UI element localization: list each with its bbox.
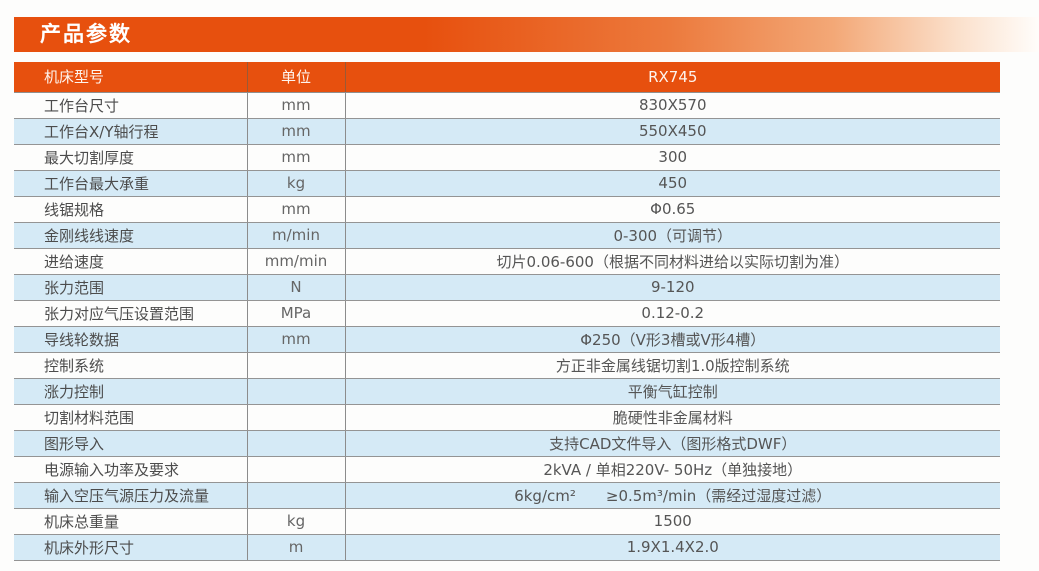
value-cell: 6kg/cm² ≥0.5m³/min（需经过湿度过滤） bbox=[345, 482, 1000, 509]
param-cell: 最大切割厚度 bbox=[14, 144, 248, 171]
param-cell: 涨力控制 bbox=[14, 378, 248, 405]
param-cell: 图形导入 bbox=[14, 430, 248, 457]
table-row: 图形导入 支持CAD文件导入（图形格式DWF） bbox=[14, 430, 1000, 457]
unit-cell: MPa bbox=[247, 300, 346, 327]
spec-table-container: 机床型号 单位 RX745 工作台尺寸 mm 830X570 工作台X/Y轴行程… bbox=[14, 62, 1000, 561]
unit-cell bbox=[247, 378, 346, 405]
param-cell: 电源输入功率及要求 bbox=[14, 456, 248, 483]
table-row: 工作台尺寸 mm 830X570 bbox=[14, 92, 1000, 119]
table-row: 进给速度 mm/min 切片0.06-600（根据不同材料进给以实际切割为准） bbox=[14, 248, 1000, 275]
table-row: 工作台最大承重 kg 450 bbox=[14, 170, 1000, 197]
value-cell: 9-120 bbox=[345, 274, 1000, 301]
value-cell: 550X450 bbox=[345, 118, 1000, 145]
unit-cell: mm bbox=[247, 144, 346, 171]
unit-cell bbox=[247, 352, 346, 379]
section-header: 产品参数 bbox=[14, 17, 1039, 52]
value-cell: Φ250（V形3槽或V形4槽） bbox=[345, 326, 1000, 353]
param-cell: 机床总重量 bbox=[14, 508, 248, 535]
param-cell: 工作台最大承重 bbox=[14, 170, 248, 197]
unit-cell: kg bbox=[247, 170, 346, 197]
unit-cell: m bbox=[247, 534, 346, 561]
table-row: 导线轮数据 mm Φ250（V形3槽或V形4槽） bbox=[14, 326, 1000, 353]
unit-cell bbox=[247, 482, 346, 509]
unit-cell bbox=[247, 456, 346, 483]
col-header-value: RX745 bbox=[345, 62, 1000, 93]
table-row: 输入空压气源压力及流量 6kg/cm² ≥0.5m³/min（需经过湿度过滤） bbox=[14, 482, 1000, 509]
param-cell: 导线轮数据 bbox=[14, 326, 248, 353]
value-cell: 0.12-0.2 bbox=[345, 300, 1000, 327]
unit-cell: N bbox=[247, 274, 346, 301]
unit-cell bbox=[247, 404, 346, 431]
table-row: 最大切割厚度 mm 300 bbox=[14, 144, 1000, 171]
col-header-unit: 单位 bbox=[247, 62, 346, 93]
table-row: 张力对应气压设置范围 MPa 0.12-0.2 bbox=[14, 300, 1000, 327]
unit-cell bbox=[247, 430, 346, 457]
unit-cell: mm bbox=[247, 326, 346, 353]
table-row: 涨力控制 平衡气缸控制 bbox=[14, 378, 1000, 405]
unit-cell: mm bbox=[247, 196, 346, 223]
table-header-row: 机床型号 单位 RX745 bbox=[14, 62, 1000, 93]
unit-cell: mm/min bbox=[247, 248, 346, 275]
param-cell: 金刚线线速度 bbox=[14, 222, 248, 249]
spec-table: 机床型号 单位 RX745 工作台尺寸 mm 830X570 工作台X/Y轴行程… bbox=[14, 62, 1000, 561]
value-cell: 450 bbox=[345, 170, 1000, 197]
table-row: 工作台X/Y轴行程 mm 550X450 bbox=[14, 118, 1000, 145]
value-cell: 平衡气缸控制 bbox=[345, 378, 1000, 405]
unit-cell: mm bbox=[247, 118, 346, 145]
value-cell: 方正非金属线锯切割1.0版控制系统 bbox=[345, 352, 1000, 379]
param-cell: 切割材料范围 bbox=[14, 404, 248, 431]
value-cell: 1500 bbox=[345, 508, 1000, 535]
param-cell: 输入空压气源压力及流量 bbox=[14, 482, 248, 509]
param-cell: 工作台尺寸 bbox=[14, 92, 248, 119]
value-cell: 2kVA / 单相220V- 50Hz（单独接地） bbox=[345, 456, 1000, 483]
value-cell: 1.9X1.4X2.0 bbox=[345, 534, 1000, 561]
table-row: 切割材料范围 脆硬性非金属材料 bbox=[14, 404, 1000, 431]
unit-cell: m/min bbox=[247, 222, 346, 249]
table-row: 控制系统 方正非金属线锯切割1.0版控制系统 bbox=[14, 352, 1000, 379]
table-row: 金刚线线速度 m/min 0-300（可调节） bbox=[14, 222, 1000, 249]
unit-cell: mm bbox=[247, 92, 346, 119]
table-row: 张力范围 N 9-120 bbox=[14, 274, 1000, 301]
value-cell: 830X570 bbox=[345, 92, 1000, 119]
table-row: 机床外形尺寸 m 1.9X1.4X2.0 bbox=[14, 534, 1000, 561]
table-row: 电源输入功率及要求 2kVA / 单相220V- 50Hz（单独接地） bbox=[14, 456, 1000, 483]
value-cell: 0-300（可调节） bbox=[345, 222, 1000, 249]
param-cell: 进给速度 bbox=[14, 248, 248, 275]
param-cell: 张力范围 bbox=[14, 274, 248, 301]
section-title: 产品参数 bbox=[40, 22, 132, 46]
col-header-model: 机床型号 bbox=[14, 62, 248, 93]
unit-cell: kg bbox=[247, 508, 346, 535]
value-cell: 切片0.06-600（根据不同材料进给以实际切割为准） bbox=[345, 248, 1000, 275]
table-row: 线锯规格 mm Φ0.65 bbox=[14, 196, 1000, 223]
table-row: 机床总重量 kg 1500 bbox=[14, 508, 1000, 535]
value-cell: Φ0.65 bbox=[345, 196, 1000, 223]
value-cell: 支持CAD文件导入（图形格式DWF） bbox=[345, 430, 1000, 457]
param-cell: 线锯规格 bbox=[14, 196, 248, 223]
param-cell: 工作台X/Y轴行程 bbox=[14, 118, 248, 145]
value-cell: 300 bbox=[345, 144, 1000, 171]
param-cell: 机床外形尺寸 bbox=[14, 534, 248, 561]
value-cell: 脆硬性非金属材料 bbox=[345, 404, 1000, 431]
param-cell: 控制系统 bbox=[14, 352, 248, 379]
param-cell: 张力对应气压设置范围 bbox=[14, 300, 248, 327]
